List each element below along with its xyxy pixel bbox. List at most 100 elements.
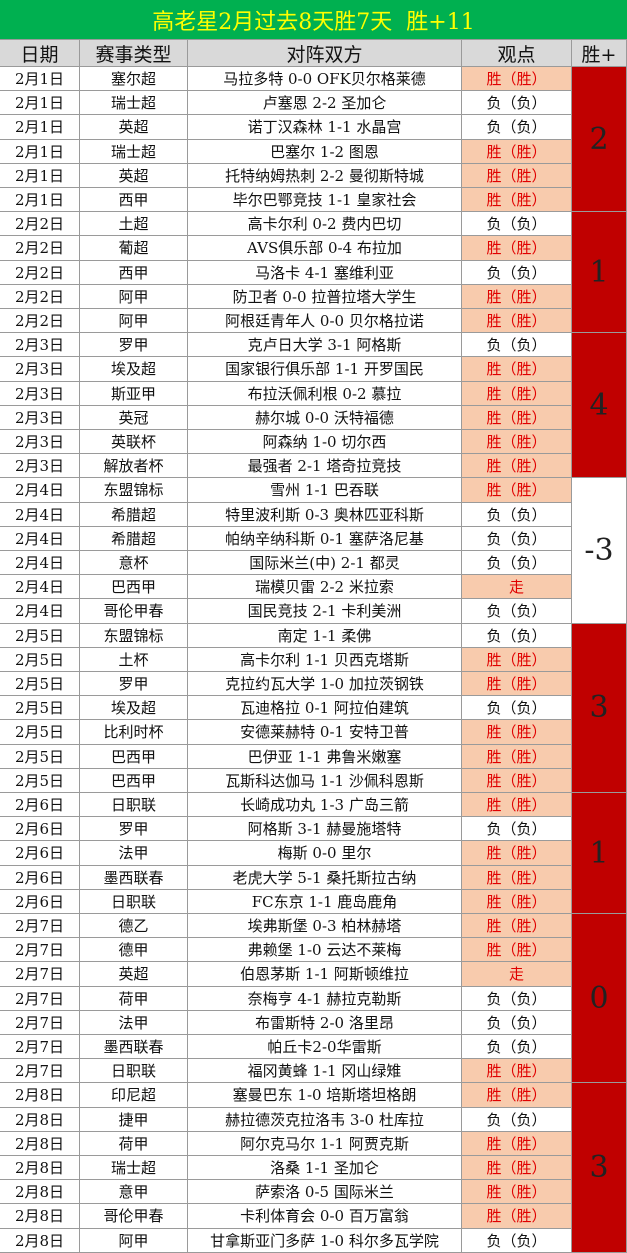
league-cell: 意杯	[80, 551, 188, 576]
match-cell: 长崎成功丸 1-3 广岛三箭	[188, 793, 462, 818]
score-cell: 0	[572, 914, 627, 1084]
view-cell: 负（负）	[462, 333, 572, 358]
view-cell: 胜（胜）	[462, 1180, 572, 1205]
date-header: 日期	[0, 40, 80, 67]
date-cell: 2月8日	[0, 1083, 80, 1108]
league-cell: 日职联	[80, 889, 188, 914]
view-cell: 胜（胜）	[462, 67, 572, 92]
date-cell: 2月1日	[0, 115, 80, 140]
match-cell: 卢塞恩 2-2 圣加仑	[188, 91, 462, 116]
score-cell: -3	[572, 478, 627, 624]
league-cell: 瑞士超	[80, 1156, 188, 1181]
match-cell: 瓦斯科达伽马 1-1 沙佩科恩斯	[188, 768, 462, 793]
date-cell: 2月1日	[0, 163, 80, 188]
date-cell: 2月2日	[0, 260, 80, 285]
match-cell: 高卡尔利 1-1 贝西克塔斯	[188, 647, 462, 672]
view-cell: 胜（胜）	[462, 454, 572, 479]
date-cell: 2月8日	[0, 1228, 80, 1253]
view-cell: 胜（胜）	[462, 744, 572, 769]
league-cell: 哥伦甲春	[80, 599, 188, 624]
match-cell: 帕纳辛纳科斯 0-1 塞萨洛尼基	[188, 526, 462, 551]
league-cell: 德甲	[80, 938, 188, 963]
date-cell: 2月7日	[0, 986, 80, 1011]
match-cell: FC东京 1-1 鹿岛鹿角	[188, 889, 462, 914]
view-cell: 负（负）	[462, 115, 572, 140]
score-header: 胜+	[572, 40, 627, 67]
sheet-title: 高老星2月过去8天胜7天 胜+11	[0, 0, 627, 40]
view-cell: 胜（胜）	[462, 1131, 572, 1156]
match-cell: 克拉约瓦大学 1-0 加拉茨钢铁	[188, 672, 462, 697]
match-cell: 南定 1-1 柔佛	[188, 623, 462, 648]
league-cell: 荷甲	[80, 986, 188, 1011]
date-cell: 2月3日	[0, 430, 80, 455]
league-cell: 日职联	[80, 1059, 188, 1084]
league-cell: 斯亚甲	[80, 381, 188, 406]
date-cell: 2月4日	[0, 478, 80, 503]
date-cell: 2月6日	[0, 817, 80, 842]
league-cell: 罗甲	[80, 672, 188, 697]
date-cell: 2月4日	[0, 502, 80, 527]
league-cell: 土超	[80, 212, 188, 237]
match-cell: 雪州 1-1 巴吞联	[188, 478, 462, 503]
score-cell: 2	[572, 67, 627, 213]
view-cell: 负（负）	[462, 1010, 572, 1035]
view-cell: 胜（胜）	[462, 672, 572, 697]
match-cell: 诺丁汉森林 1-1 水晶宫	[188, 115, 462, 140]
view-cell: 负（负）	[462, 1107, 572, 1132]
league-cell: 法甲	[80, 1010, 188, 1035]
view-cell: 走	[462, 962, 572, 987]
date-cell: 2月6日	[0, 865, 80, 890]
match-cell: 梅斯 0-0 里尔	[188, 841, 462, 866]
date-cell: 2月7日	[0, 962, 80, 987]
view-cell: 胜（胜）	[462, 357, 572, 382]
view-header: 观点	[462, 40, 572, 67]
match-cell: 最强者 2-1 塔奇拉竞技	[188, 454, 462, 479]
league-cell: 解放者杯	[80, 454, 188, 479]
view-cell: 负（负）	[462, 212, 572, 237]
match-cell: 托特纳姆热刺 2-2 曼彻斯特城	[188, 163, 462, 188]
league-cell: 巴西甲	[80, 768, 188, 793]
match-cell: 萨索洛 0-5 国际米兰	[188, 1180, 462, 1205]
view-cell: 胜（胜）	[462, 768, 572, 793]
date-cell: 2月5日	[0, 768, 80, 793]
match-cell: 马洛卡 4-1 塞维利亚	[188, 260, 462, 285]
date-cell: 2月2日	[0, 236, 80, 261]
score-cell: 1	[572, 793, 627, 914]
date-cell: 2月8日	[0, 1156, 80, 1181]
league-cell: 荷甲	[80, 1131, 188, 1156]
view-cell: 胜（胜）	[462, 938, 572, 963]
view-cell: 胜（胜）	[462, 1083, 572, 1108]
date-cell: 2月3日	[0, 333, 80, 358]
league-cell: 比利时杯	[80, 720, 188, 745]
view-cell: 负（负）	[462, 599, 572, 624]
match-cell: AVS俱乐部 0-4 布拉加	[188, 236, 462, 261]
league-cell: 东盟锦标	[80, 623, 188, 648]
match-cell: 帕丘卡2-0华雷斯	[188, 1035, 462, 1060]
match-cell: 马拉多特 0-0 OFK贝尔格莱德	[188, 67, 462, 92]
view-cell: 胜（胜）	[462, 381, 572, 406]
match-cell: 瑞模贝雷 2-2 米拉索	[188, 575, 462, 600]
view-cell: 负（负）	[462, 502, 572, 527]
view-cell: 负（负）	[462, 696, 572, 721]
view-cell: 负（负）	[462, 551, 572, 576]
match-cell: 布拉沃佩利根 0-2 慕拉	[188, 381, 462, 406]
date-cell: 2月3日	[0, 454, 80, 479]
date-cell: 2月5日	[0, 696, 80, 721]
view-cell: 胜（胜）	[462, 139, 572, 164]
date-cell: 2月7日	[0, 938, 80, 963]
date-cell: 2月4日	[0, 526, 80, 551]
match-cell: 布雷斯特 2-0 洛里昂	[188, 1010, 462, 1035]
date-cell: 2月5日	[0, 720, 80, 745]
score-cell: 1	[572, 212, 627, 334]
score-cell: 4	[572, 333, 627, 479]
view-cell: 胜（胜）	[462, 793, 572, 818]
league-cell: 印尼超	[80, 1083, 188, 1108]
date-cell: 2月2日	[0, 309, 80, 334]
view-cell: 胜（胜）	[462, 188, 572, 213]
date-cell: 2月3日	[0, 357, 80, 382]
view-cell: 负（负）	[462, 986, 572, 1011]
league-cell: 东盟锦标	[80, 478, 188, 503]
view-cell: 负（负）	[462, 1035, 572, 1060]
date-cell: 2月3日	[0, 381, 80, 406]
